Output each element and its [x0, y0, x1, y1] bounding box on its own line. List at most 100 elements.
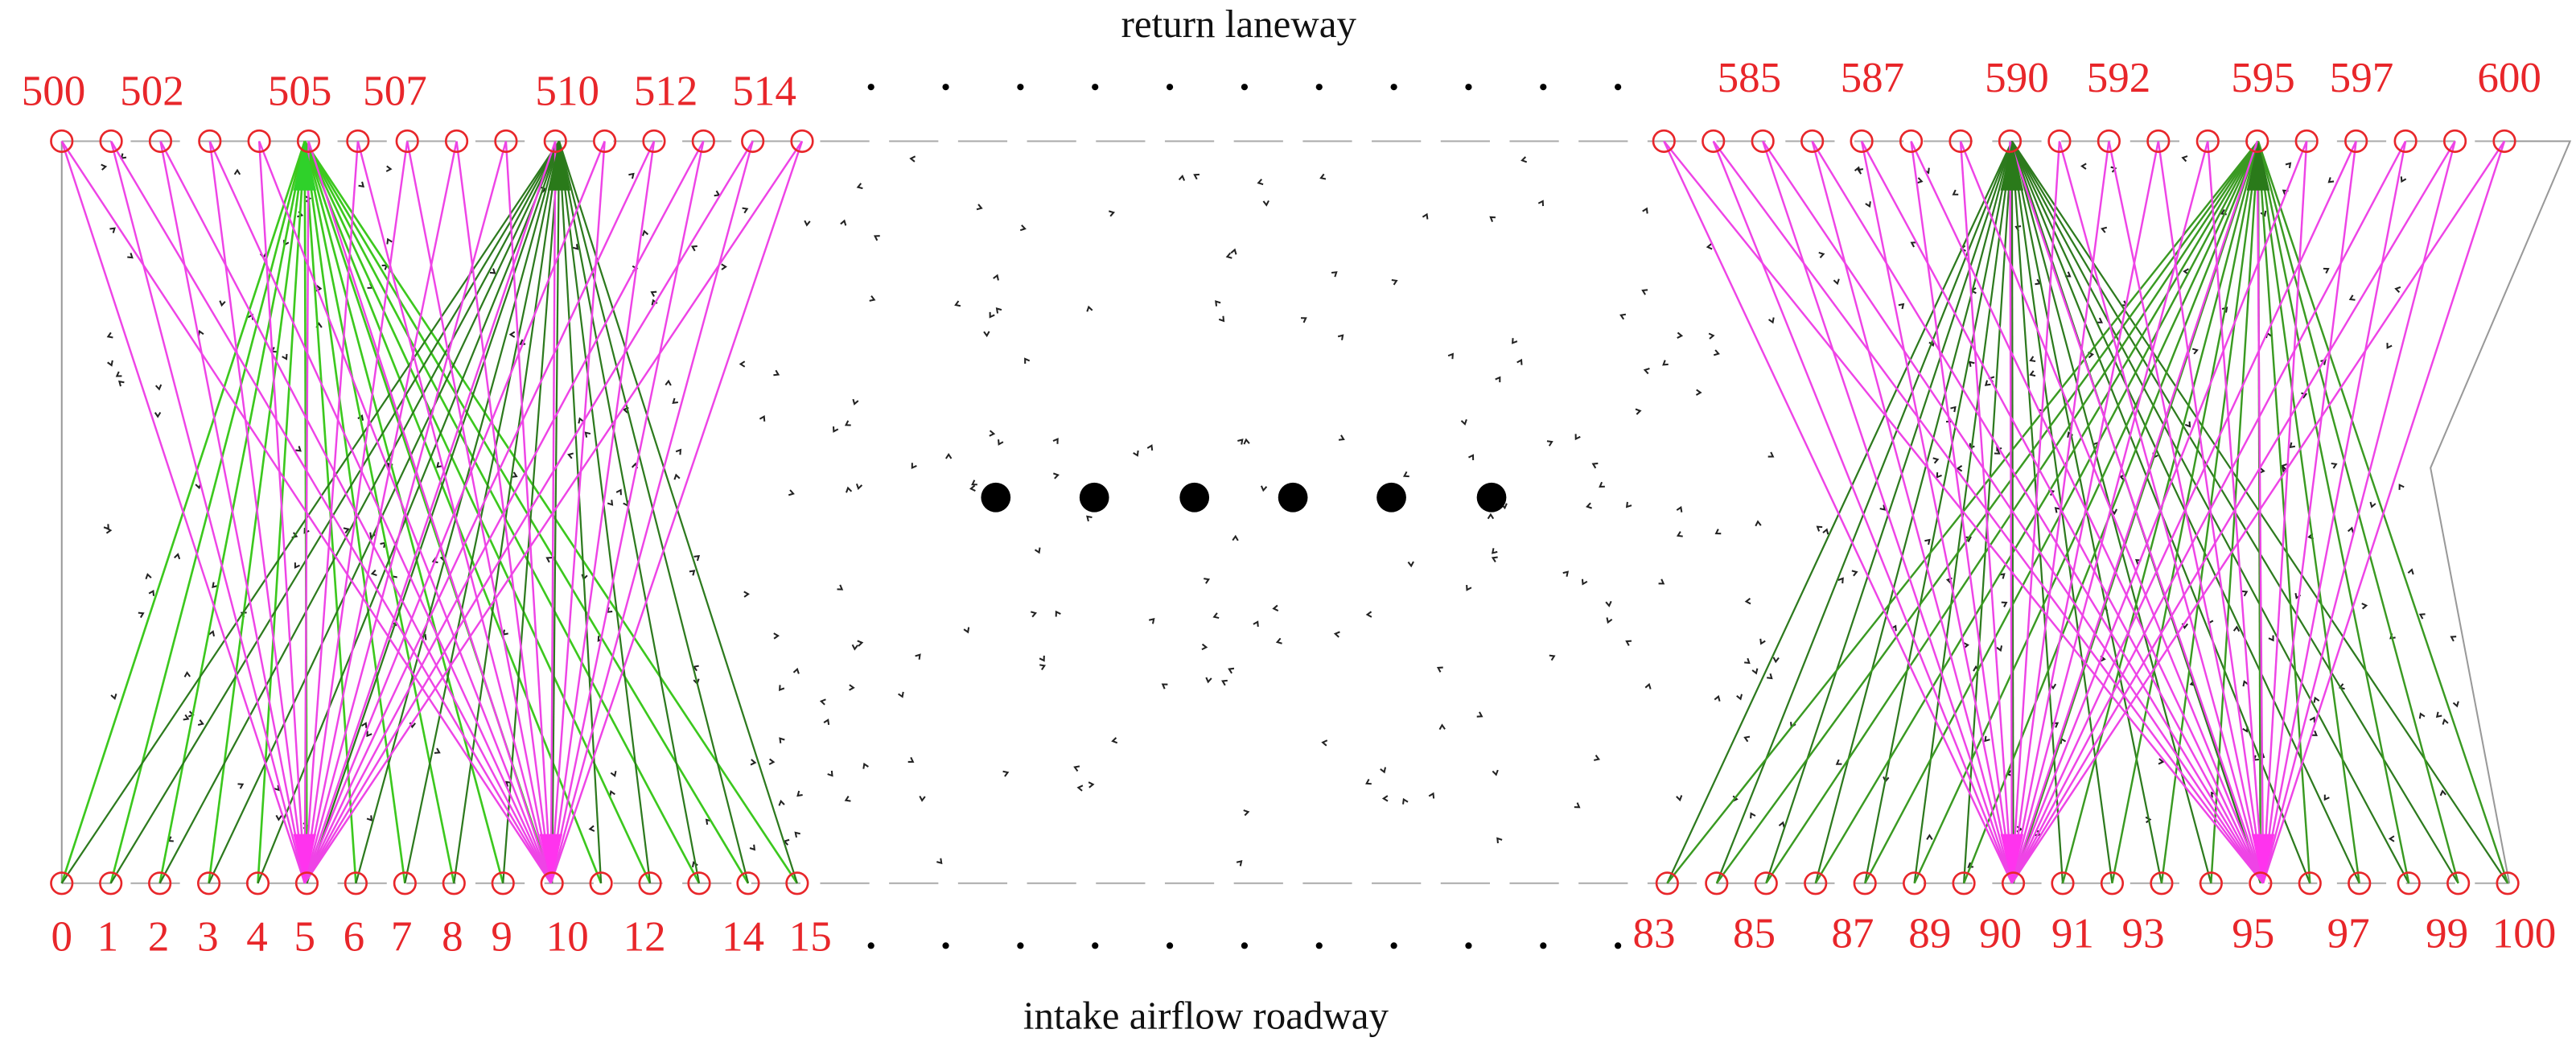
rock-mark	[1926, 834, 1933, 840]
receiver	[543, 129, 567, 154]
rock-mark	[1594, 755, 1600, 761]
node-label: 6	[344, 913, 365, 960]
borehole	[981, 482, 1011, 513]
receiver	[395, 129, 419, 154]
rock-mark	[1236, 860, 1243, 867]
rock-mark	[343, 527, 350, 534]
rock-mark	[1438, 723, 1446, 731]
rock-mark	[1225, 252, 1232, 259]
rock-mark	[1380, 767, 1387, 774]
rock-mark	[1512, 338, 1518, 344]
rock-mark	[2348, 294, 2356, 301]
rock-mark	[1586, 502, 1592, 509]
receiver	[2097, 129, 2121, 154]
rock-mark	[1491, 556, 1498, 563]
rock-mark	[2221, 307, 2228, 313]
rock-mark	[1111, 737, 1118, 744]
receiver	[247, 129, 271, 154]
rock-mark	[1218, 315, 1225, 323]
receiver	[148, 129, 173, 154]
rock-mark	[983, 331, 990, 338]
rock-mark	[1073, 765, 1080, 772]
receiver	[2393, 129, 2418, 154]
apex	[539, 834, 563, 883]
borehole	[1278, 482, 1308, 513]
ray	[355, 141, 561, 884]
rock-mark	[295, 446, 302, 452]
dot	[1167, 84, 1174, 91]
rock-mark	[749, 844, 756, 851]
rock-mark	[386, 237, 393, 245]
rock-mark	[1257, 179, 1264, 186]
rock-mark	[2268, 635, 2274, 642]
ray	[406, 141, 553, 884]
dot	[1390, 84, 1397, 91]
rock-mark	[1898, 303, 1905, 310]
rock-mark	[642, 229, 649, 237]
receiver	[1903, 871, 1927, 895]
node-label: 4	[246, 913, 268, 960]
receiver	[540, 871, 564, 895]
receiver	[1998, 129, 2023, 154]
receiver	[442, 871, 466, 895]
rock-mark	[1086, 515, 1093, 522]
rock-mark	[1706, 243, 1713, 250]
ray	[551, 141, 561, 883]
dot	[1540, 84, 1547, 91]
node-label: 587	[1841, 55, 1905, 101]
rock-mark	[1662, 360, 1669, 366]
rock-mark	[607, 500, 614, 506]
rock-mark	[197, 329, 204, 336]
rock-mark	[2348, 526, 2354, 533]
receiver	[1804, 871, 1828, 895]
rock-mark	[101, 163, 108, 171]
rock-mark	[1778, 821, 1785, 828]
rock-mark	[1676, 505, 1683, 513]
rock-mark	[385, 165, 393, 172]
rock-mark	[1851, 570, 1858, 577]
rock-mark	[107, 360, 113, 367]
ray	[549, 141, 656, 883]
ray	[158, 140, 561, 884]
dot	[1241, 84, 1249, 91]
receiver	[785, 871, 809, 895]
ray	[1762, 140, 2265, 884]
rock-mark	[148, 589, 155, 596]
rock-mark	[511, 471, 518, 478]
receiver	[393, 871, 417, 895]
rock-mark	[1422, 212, 1429, 220]
rock-mark	[1193, 173, 1200, 180]
rock-mark	[1262, 200, 1269, 207]
rock-mark	[739, 360, 746, 368]
rock-mark	[2001, 601, 2008, 607]
rock-mark	[1759, 638, 1766, 645]
rock-mark	[1924, 538, 1931, 546]
rock-mark	[1460, 418, 1467, 426]
rock-mark	[381, 264, 389, 270]
receiver	[99, 871, 123, 895]
rock-mark	[1916, 177, 1924, 184]
ray	[306, 141, 561, 884]
rock-mark	[2158, 758, 2165, 765]
rock-mark	[1833, 278, 1840, 286]
rock-mark	[989, 430, 996, 437]
rock-mark	[1492, 769, 1499, 776]
rock-mark	[154, 384, 163, 391]
receiver	[294, 871, 319, 895]
rock-mark	[1936, 471, 1942, 479]
dot	[1315, 84, 1323, 91]
rock-mark	[1402, 797, 1409, 805]
rock-mark	[2054, 507, 2061, 513]
ray	[257, 141, 561, 884]
rock-mark	[1714, 694, 1721, 702]
rock-mark	[819, 698, 826, 706]
rock-mark	[846, 486, 853, 493]
rock-mark	[971, 480, 977, 486]
rock-mark	[2191, 348, 2199, 355]
ray	[303, 140, 798, 884]
apex	[293, 141, 317, 191]
dot	[1615, 942, 1622, 949]
receiver	[741, 129, 765, 154]
rock-mark	[2260, 210, 2267, 217]
rock-mark	[1331, 271, 1338, 278]
